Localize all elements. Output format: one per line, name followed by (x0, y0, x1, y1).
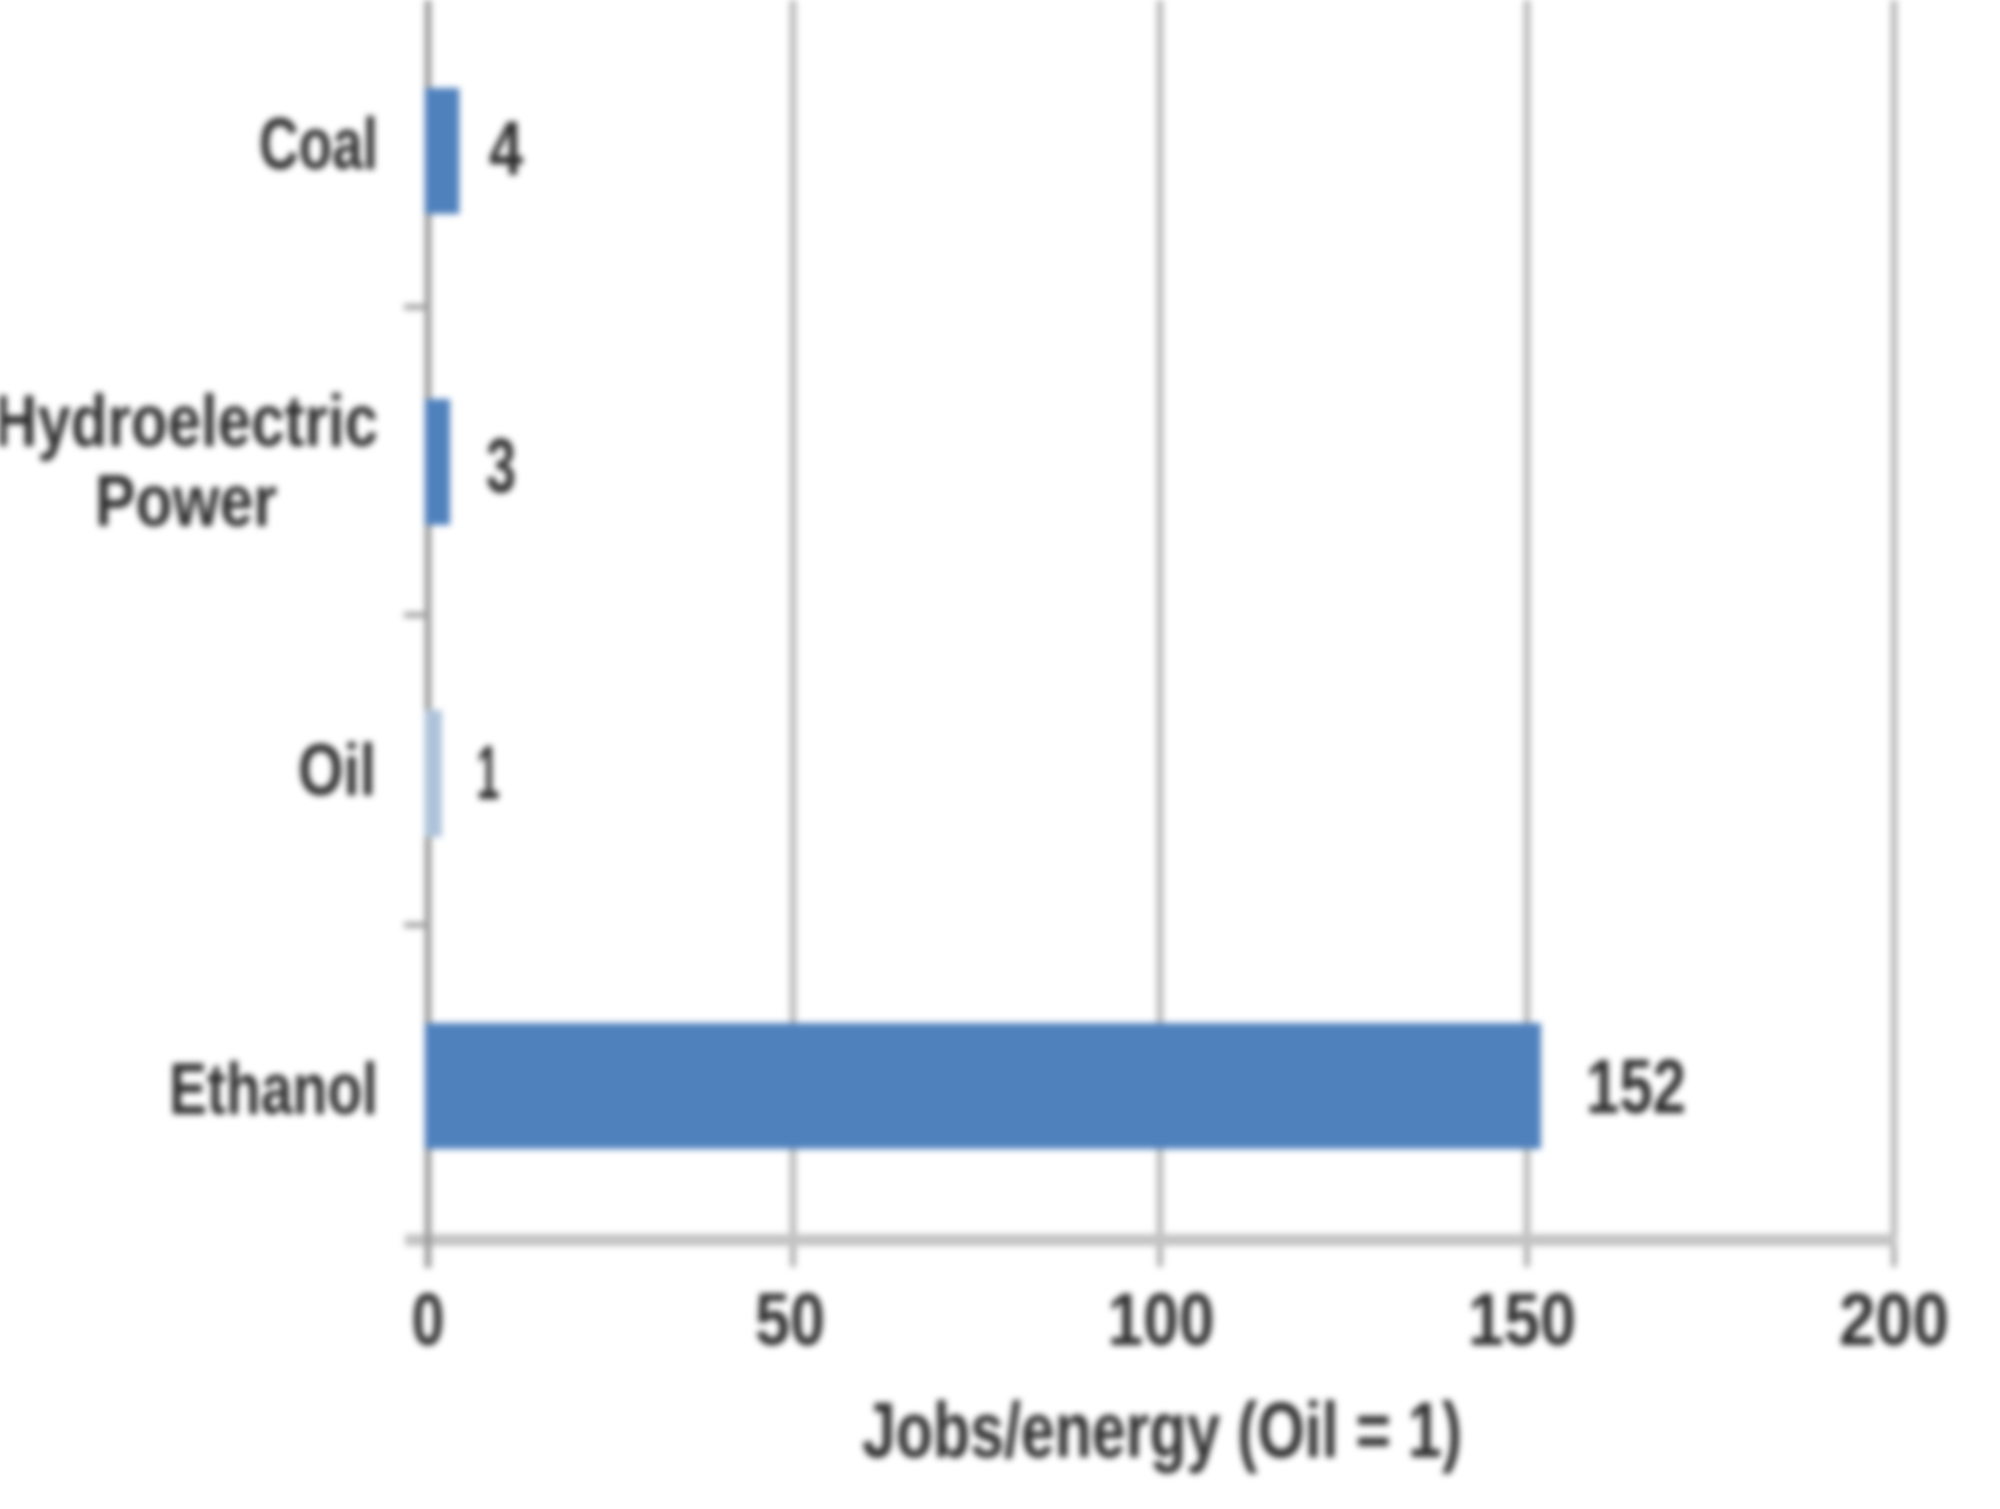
svg-text:4: 4 (489, 106, 523, 192)
svg-text:1: 1 (477, 730, 500, 816)
svg-text:152: 152 (1586, 1044, 1686, 1130)
svg-text:Oil: Oil (298, 730, 376, 811)
svg-text:0: 0 (412, 1278, 445, 1361)
svg-text:200: 200 (1839, 1278, 1949, 1361)
svg-text:Jobs/energy (Oil = 1): Jobs/energy (Oil = 1) (862, 1385, 1462, 1474)
svg-text:Coal: Coal (259, 104, 378, 185)
svg-text:Hydroelectric: Hydroelectric (0, 381, 378, 462)
svg-text:50: 50 (755, 1278, 825, 1361)
svg-text:150: 150 (1468, 1278, 1576, 1361)
svg-text:100: 100 (1108, 1278, 1215, 1361)
svg-text:Ethanol: Ethanol (169, 1049, 378, 1130)
svg-text:Power: Power (95, 461, 277, 542)
svg-text:3: 3 (486, 423, 516, 509)
